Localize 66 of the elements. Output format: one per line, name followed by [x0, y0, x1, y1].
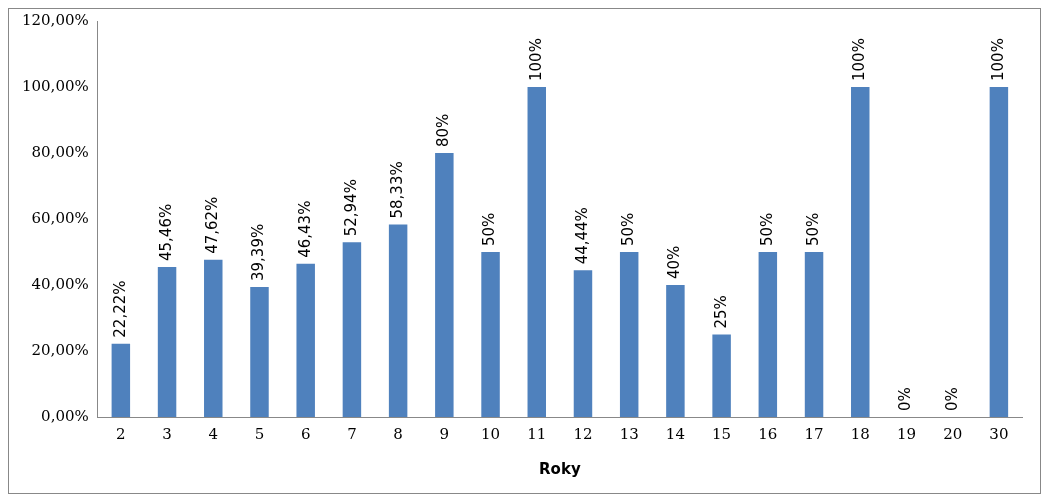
x-tick-label: 16 [758, 424, 778, 443]
bar [342, 242, 362, 417]
bar [250, 287, 269, 417]
data-label: 0% [896, 387, 915, 411]
data-label: 100% [988, 38, 1007, 81]
bar [989, 87, 1009, 417]
x-tick-label: 13 [619, 424, 639, 443]
data-label: 100% [526, 38, 545, 81]
y-tick-label: 0,00% [41, 406, 89, 425]
data-label: 25% [711, 295, 730, 329]
data-label: 58,33% [388, 161, 407, 219]
bar [804, 252, 824, 417]
x-tick-label: 17 [804, 424, 824, 443]
x-tick-label: 2 [116, 424, 126, 443]
bar [666, 285, 685, 417]
bar [296, 263, 315, 417]
x-tick-label: 9 [439, 424, 450, 443]
data-label: 39,39% [249, 223, 268, 282]
data-label: 80% [434, 113, 453, 147]
bar [388, 224, 408, 417]
y-tick-label: 120,00% [21, 10, 89, 29]
bar [619, 252, 639, 417]
bar [157, 266, 177, 417]
x-tick-label: 12 [573, 424, 593, 443]
y-tick-label: 60,00% [31, 208, 89, 227]
data-label: 50% [757, 212, 776, 246]
bar [204, 259, 223, 417]
x-tick-label: 19 [896, 424, 917, 443]
y-tick-label: 40,00% [31, 274, 89, 293]
y-tick-label: 20,00% [31, 340, 89, 359]
data-label: 52,94% [341, 179, 360, 237]
x-tick-label: 4 [208, 424, 219, 443]
x-tick-label: 6 [300, 424, 311, 443]
bar [435, 153, 454, 417]
data-label: 44,44% [572, 207, 591, 265]
x-tick-label: 7 [347, 424, 357, 443]
y-tick-label: 100,00% [21, 76, 89, 95]
x-tick-label: 15 [712, 424, 732, 443]
bar [527, 87, 547, 417]
x-tick-label: 18 [850, 424, 870, 443]
x-tick-label: 14 [665, 424, 685, 443]
bar [851, 87, 870, 417]
bar [481, 252, 500, 417]
x-tick-label: 20 [943, 424, 963, 443]
x-tick-label: 8 [393, 424, 403, 443]
x-tick-label: 10 [481, 424, 501, 443]
data-label: 22,22% [110, 280, 129, 338]
bar [712, 334, 731, 417]
bar [758, 252, 778, 417]
data-label: 46,43% [295, 200, 314, 258]
data-label: 0% [942, 387, 961, 411]
data-label: 50% [803, 212, 822, 246]
bar [111, 343, 131, 417]
data-label: 40% [665, 245, 684, 279]
x-tick-label: 3 [162, 424, 172, 443]
data-label: 47,62% [203, 196, 222, 254]
bar [573, 270, 593, 417]
y-tick-label: 80,00% [31, 142, 89, 161]
x-axis-title: Roky [539, 459, 581, 478]
data-label: 45,46% [156, 203, 175, 261]
data-label: 50% [619, 212, 638, 246]
data-label: 100% [850, 38, 869, 81]
x-tick-label: 30 [989, 424, 1009, 443]
x-tick-label: 11 [527, 424, 547, 443]
x-tick-label: 5 [254, 424, 265, 443]
data-label: 50% [480, 212, 499, 246]
